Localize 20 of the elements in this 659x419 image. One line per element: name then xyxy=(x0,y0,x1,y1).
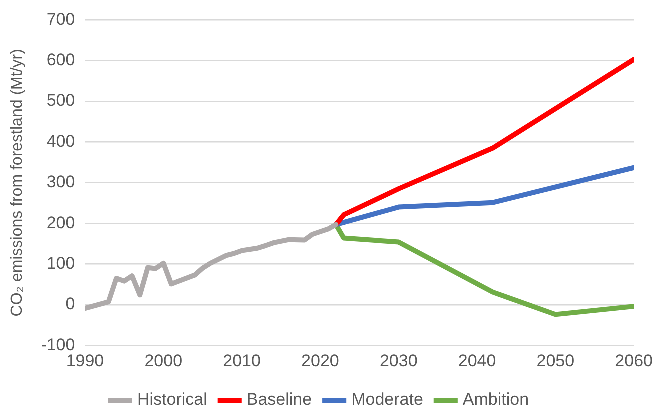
legend-label: Moderate xyxy=(352,390,424,410)
x-tick-label: 2040 xyxy=(458,351,496,370)
y-tick-label: 100 xyxy=(46,254,76,273)
x-tick-label: 2060 xyxy=(615,351,654,370)
y-tick-label: 200 xyxy=(46,213,76,232)
x-tick-label: 2000 xyxy=(144,351,183,370)
y-tick-label: 600 xyxy=(46,50,76,70)
x-tick-label: 2010 xyxy=(223,351,261,370)
legend-label: Baseline xyxy=(246,390,312,410)
y-tick-label: 300 xyxy=(46,172,76,192)
y-tick-label: 700 xyxy=(46,10,76,29)
x-tick-label: 2050 xyxy=(536,351,575,370)
y-tick-label: 400 xyxy=(46,132,76,151)
legend-label: Ambition xyxy=(462,390,530,410)
legend-label: Historical xyxy=(137,390,208,410)
y-tick-label: 0 xyxy=(66,294,76,314)
x-tick-label: 2020 xyxy=(302,351,340,370)
x-tick-label: 2030 xyxy=(380,351,418,370)
y-tick-label: 500 xyxy=(46,91,76,110)
y-axis-title: CO₂ emissions from forestland (Mt/yr) xyxy=(9,49,26,317)
